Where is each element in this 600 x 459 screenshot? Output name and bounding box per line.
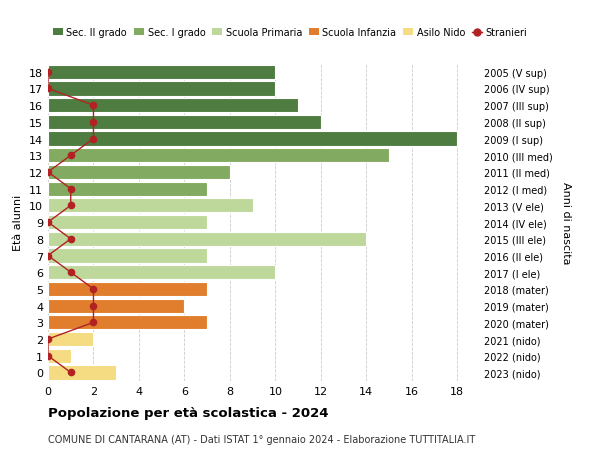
Bar xyxy=(48,82,275,96)
Text: COMUNE DI CANTARANA (AT) - Dati ISTAT 1° gennaio 2024 - Elaborazione TUTTITALIA.: COMUNE DI CANTARANA (AT) - Dati ISTAT 1°… xyxy=(48,434,475,444)
Bar xyxy=(48,149,389,163)
Bar xyxy=(48,182,207,196)
Bar xyxy=(48,166,230,179)
Bar xyxy=(48,132,457,146)
Text: Popolazione per età scolastica - 2024: Popolazione per età scolastica - 2024 xyxy=(48,406,329,419)
Bar xyxy=(48,332,94,347)
Y-axis label: Età alunni: Età alunni xyxy=(13,195,23,251)
Y-axis label: Anni di nascita: Anni di nascita xyxy=(561,181,571,264)
Legend: Sec. II grado, Sec. I grado, Scuola Primaria, Scuola Infanzia, Asilo Nido, Stran: Sec. II grado, Sec. I grado, Scuola Prim… xyxy=(53,28,527,38)
Bar xyxy=(48,365,116,380)
Bar xyxy=(48,232,367,246)
Bar xyxy=(48,315,207,330)
Bar xyxy=(48,99,298,113)
Bar xyxy=(48,216,207,230)
Bar xyxy=(48,282,207,297)
Bar xyxy=(48,66,275,80)
Bar xyxy=(48,349,71,363)
Bar xyxy=(48,266,275,280)
Bar xyxy=(48,299,184,313)
Bar xyxy=(48,116,321,130)
Bar xyxy=(48,199,253,213)
Bar xyxy=(48,249,207,263)
